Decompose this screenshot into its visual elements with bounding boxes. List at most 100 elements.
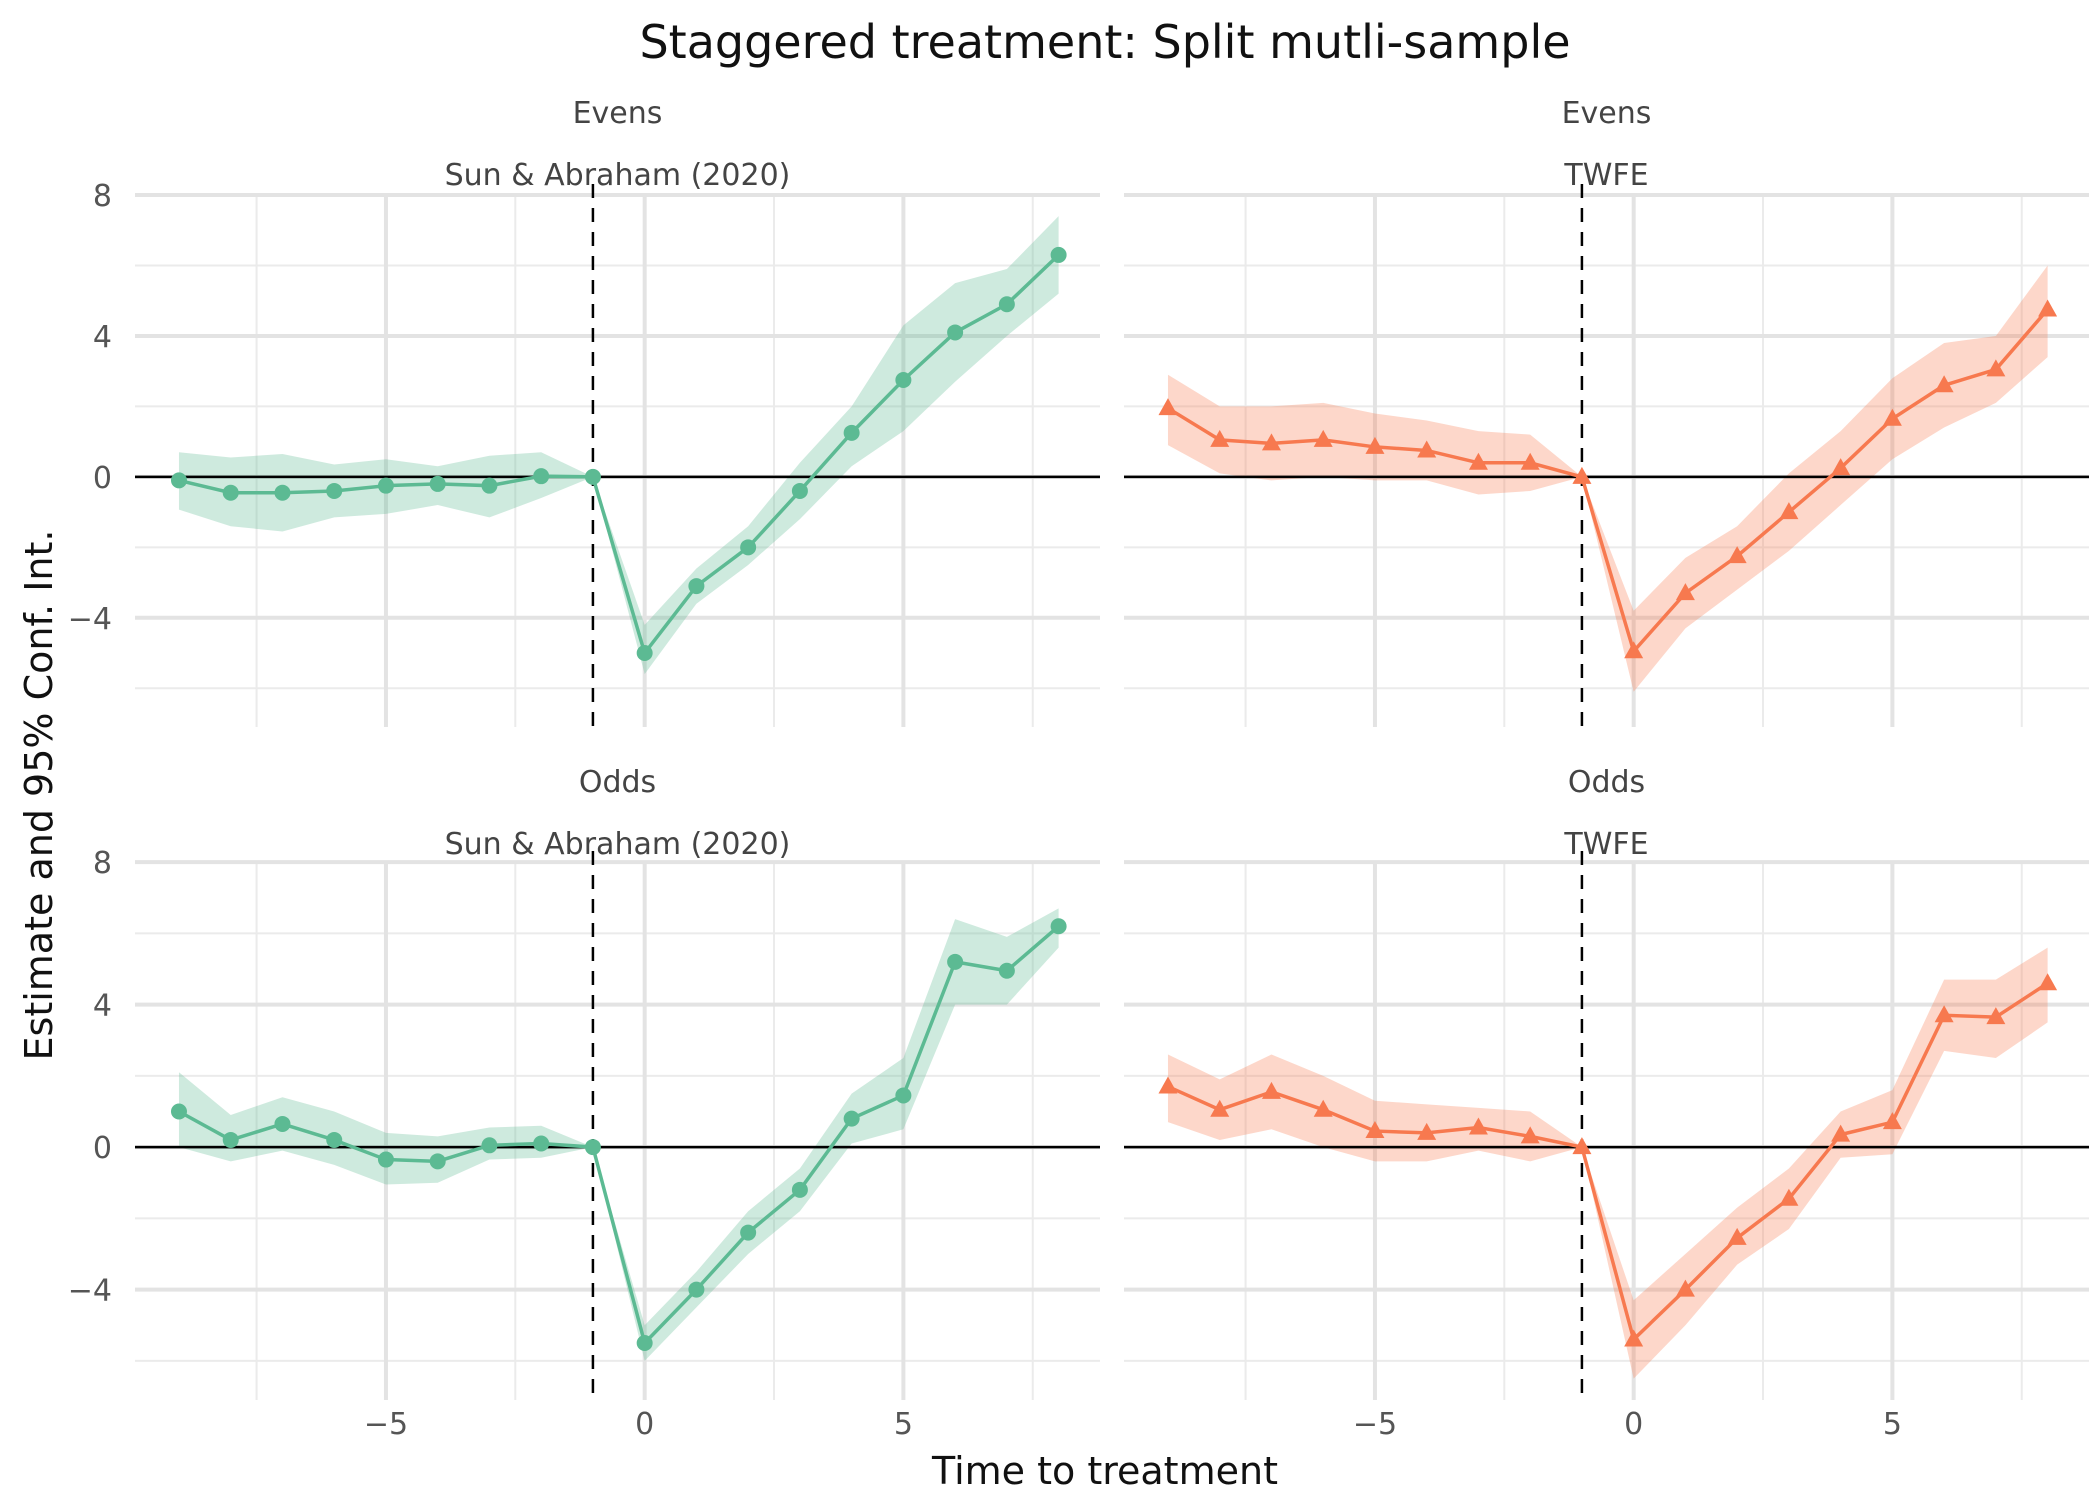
panel-2: Evens TWFE (1124, 96, 2089, 727)
data-point (2038, 973, 2058, 991)
data-point (1313, 429, 1333, 447)
data-point (1831, 458, 1851, 476)
data-point (1313, 1099, 1333, 1117)
data-point (1210, 429, 1230, 447)
strip-label-row: Odds (1568, 765, 1645, 800)
data-point (1727, 546, 1747, 564)
strip-label-row: Odds (579, 765, 656, 800)
panel-1: Evens Sun & Abraham (2020) −4 0 4 8 (68, 96, 1100, 727)
data-point (740, 539, 757, 556)
y-tick-label: 8 (93, 846, 112, 881)
data-point (274, 1115, 291, 1132)
strip-label-col: Sun & Abraham (2020) (445, 158, 791, 193)
chart-title: Staggered treatment: Split mutli-sample (639, 15, 1570, 69)
data-point (377, 477, 394, 494)
data-point (1779, 502, 1799, 520)
data-point (170, 472, 187, 489)
y-tick-label: 4 (93, 320, 112, 355)
x-tick-label: 0 (1624, 1407, 1643, 1442)
data-point (377, 1151, 394, 1168)
data-point (1417, 1122, 1437, 1140)
data-point (1986, 359, 2006, 377)
x-tick-label: 5 (894, 1407, 913, 1442)
x-tick-label: −5 (364, 1407, 408, 1442)
data-point (843, 1110, 860, 1127)
data-point (533, 1135, 550, 1152)
confidence-band (178, 908, 1059, 1361)
data-point (947, 953, 964, 970)
data-point (222, 484, 239, 501)
data-point (1727, 1227, 1747, 1245)
data-point (636, 645, 653, 662)
data-point (1624, 641, 1644, 659)
data-point (688, 1281, 705, 1298)
strip-label-col: Sun & Abraham (2020) (445, 827, 791, 862)
data-point (1572, 466, 1592, 484)
data-point (1934, 1005, 1954, 1023)
y-tick-label: −4 (68, 1274, 112, 1309)
strip-label-row: Evens (1562, 96, 1652, 131)
y-tick-label: 8 (93, 179, 112, 214)
estimate-line (178, 924, 1060, 1347)
data-point (481, 1137, 498, 1154)
data-point (1261, 433, 1281, 451)
data-point (429, 475, 446, 492)
x-tick-label: 5 (1883, 1407, 1902, 1442)
data-point (947, 324, 964, 341)
data-point (1158, 1076, 1178, 1094)
x-tick-label: 0 (635, 1407, 654, 1442)
data-point (1882, 1112, 1902, 1130)
data-point (1158, 398, 1178, 416)
data-point (1520, 452, 1540, 470)
data-point (740, 1224, 757, 1241)
data-point (895, 371, 912, 388)
data-point (1468, 1117, 1488, 1135)
data-point (584, 468, 601, 485)
confidence-band (1167, 947, 2048, 1379)
data-point (326, 1131, 343, 1148)
y-tick-label: 0 (93, 1131, 112, 1166)
data-point (1050, 246, 1067, 263)
data-point (1365, 436, 1385, 454)
data-point (481, 477, 498, 494)
data-point (222, 1131, 239, 1148)
strip-label-col: TWFE (1563, 827, 1648, 862)
data-point (791, 482, 808, 499)
data-point (791, 1181, 808, 1198)
estimate-line (178, 253, 1060, 657)
data-point (1624, 1329, 1644, 1347)
panel-3: Odds Sun & Abraham (2020) −4 0 4 8 −5 0 5 (68, 765, 1100, 1442)
data-point (584, 1139, 601, 1156)
estimate-line (1167, 981, 2049, 1343)
data-point (1365, 1121, 1385, 1139)
data-point (843, 424, 860, 441)
data-point (1675, 1279, 1695, 1297)
data-point (1934, 375, 1954, 393)
y-axis-label: Estimate and 95% Conf. Int. (17, 530, 61, 1061)
data-point (1779, 1188, 1799, 1206)
data-point (1468, 452, 1488, 470)
data-point (326, 482, 343, 499)
data-point (1210, 1099, 1230, 1117)
data-point (998, 296, 1015, 313)
strip-label-col: TWFE (1563, 158, 1648, 193)
data-point (688, 578, 705, 595)
data-point (274, 484, 291, 501)
data-point (636, 1335, 653, 1352)
data-point (1520, 1126, 1540, 1144)
estimate-line (1167, 308, 2049, 655)
data-point (1572, 1137, 1592, 1155)
data-point (1882, 408, 1902, 426)
data-point (1675, 583, 1695, 601)
data-point (1417, 440, 1437, 458)
strip-label-row: Evens (573, 96, 663, 131)
data-point (998, 962, 1015, 979)
data-point (1986, 1007, 2006, 1025)
data-point (533, 468, 550, 485)
y-tick-label: 4 (93, 989, 112, 1024)
x-tick-label: −5 (1353, 1407, 1397, 1442)
data-point (1050, 918, 1067, 935)
y-tick-label: 0 (93, 461, 112, 496)
data-point (1261, 1081, 1281, 1099)
